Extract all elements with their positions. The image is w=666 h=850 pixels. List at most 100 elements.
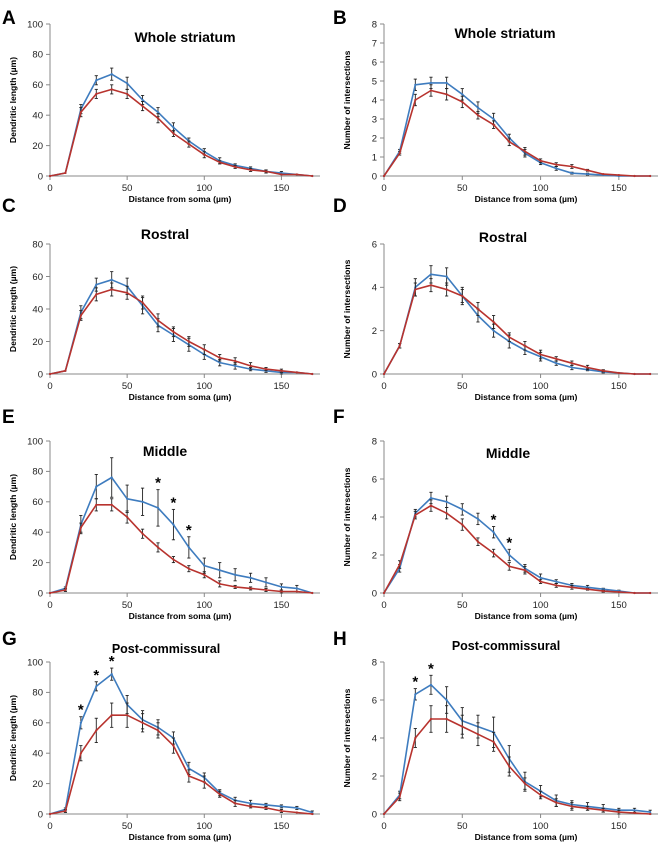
y-tick-label: 2 bbox=[372, 133, 377, 144]
series-blue bbox=[382, 265, 652, 376]
y-tick-label: 0 bbox=[38, 809, 43, 820]
data-point bbox=[311, 591, 314, 595]
data-point bbox=[141, 301, 144, 304]
data-point bbox=[48, 591, 52, 595]
data-point bbox=[79, 111, 82, 114]
data-point bbox=[141, 721, 144, 724]
y-tick-label: 6 bbox=[372, 474, 377, 485]
data-point bbox=[461, 93, 464, 96]
data-point bbox=[311, 811, 314, 814]
y-axis-label: Number of intersections bbox=[342, 467, 352, 566]
series-blue bbox=[382, 76, 652, 178]
data-point bbox=[617, 173, 620, 177]
data-point bbox=[264, 368, 268, 371]
x-axis-label: Distance from soma (µm) bbox=[475, 832, 578, 842]
y-tick-label: 0 bbox=[372, 369, 377, 380]
data-point bbox=[95, 503, 98, 506]
data-point bbox=[187, 774, 190, 778]
data-point bbox=[476, 307, 480, 311]
panel-a: A Whole striatum 0 20 40 60 80 100 0 50 100 150 Dist… bbox=[2, 8, 320, 204]
series-red bbox=[382, 705, 652, 816]
x-tick-label: 0 bbox=[47, 600, 52, 611]
data-point bbox=[461, 100, 464, 103]
data-point bbox=[633, 174, 636, 178]
data-point bbox=[79, 721, 82, 724]
data-point bbox=[476, 517, 480, 521]
data-point bbox=[617, 371, 620, 375]
data-point bbox=[414, 98, 417, 102]
x-tick-label: 50 bbox=[457, 381, 468, 392]
x-axis-label: Distance from soma (µm) bbox=[475, 611, 578, 621]
series-line-red bbox=[383, 718, 651, 815]
x-tick-label: 100 bbox=[533, 381, 549, 392]
data-point bbox=[172, 523, 175, 526]
series-line-red bbox=[49, 714, 313, 815]
chart-title: Rostral bbox=[479, 229, 527, 245]
data-point bbox=[539, 580, 542, 583]
data-point bbox=[48, 812, 52, 816]
series-line-blue bbox=[383, 82, 651, 177]
y-tick-label: 0 bbox=[372, 588, 377, 599]
series-line-red bbox=[383, 89, 651, 177]
y-axis-label: Dendritic length (µm) bbox=[8, 474, 18, 560]
significance-star: * bbox=[109, 653, 115, 670]
data-point bbox=[492, 320, 495, 324]
x-tick-label: 100 bbox=[533, 821, 549, 832]
data-point bbox=[461, 508, 464, 511]
data-point bbox=[64, 588, 67, 592]
data-point bbox=[264, 806, 268, 810]
y-axis-label: Number of intersections bbox=[342, 688, 352, 787]
series-line-blue bbox=[49, 476, 313, 594]
y-tick-label: 3 bbox=[372, 114, 377, 125]
x-axis-label: Distance from soma (µm) bbox=[475, 392, 578, 402]
data-point bbox=[110, 88, 113, 91]
series-red bbox=[382, 499, 652, 595]
data-point bbox=[382, 174, 386, 178]
data-point bbox=[555, 357, 558, 360]
y-tick-label: 0 bbox=[38, 588, 43, 599]
x-tick-label: 100 bbox=[533, 600, 549, 611]
x-tick-label: 50 bbox=[122, 183, 133, 194]
data-point bbox=[79, 314, 82, 317]
series-blue bbox=[48, 271, 314, 376]
data-point bbox=[414, 693, 417, 696]
data-point bbox=[523, 344, 527, 347]
data-point bbox=[187, 567, 190, 570]
data-point bbox=[156, 319, 160, 322]
y-tick-label: 80 bbox=[32, 688, 43, 699]
data-point bbox=[295, 371, 298, 374]
x-tick-label: 150 bbox=[273, 821, 289, 832]
y-tick-label: 0 bbox=[38, 171, 43, 182]
y-tick-label: 20 bbox=[32, 779, 43, 790]
x-tick-label: 100 bbox=[196, 600, 212, 611]
data-point bbox=[141, 98, 144, 102]
significance-star: * bbox=[428, 660, 434, 677]
y-tick-label: 20 bbox=[32, 558, 43, 569]
panel-letter: E bbox=[2, 407, 15, 428]
panel-letter: A bbox=[2, 8, 16, 29]
data-point bbox=[48, 174, 52, 178]
x-tick-label: 100 bbox=[196, 183, 212, 194]
series-line-red bbox=[49, 503, 313, 594]
y-tick-label: 8 bbox=[372, 19, 377, 30]
data-point bbox=[249, 805, 252, 808]
data-point bbox=[508, 565, 511, 568]
panel-h: H Post-commissural 0 2 4 6 8 0 50 100 150 Distance … bbox=[333, 629, 658, 842]
y-tick-label: 4 bbox=[372, 733, 377, 744]
data-point bbox=[523, 782, 527, 785]
x-axis-label: Distance from soma (µm) bbox=[129, 611, 232, 621]
data-point bbox=[461, 725, 464, 728]
x-tick-label: 150 bbox=[611, 183, 627, 194]
y-tick-label: 0 bbox=[372, 809, 377, 820]
y-tick-label: 80 bbox=[32, 467, 43, 478]
data-point bbox=[187, 340, 190, 343]
data-point bbox=[649, 174, 652, 178]
data-point bbox=[570, 172, 573, 175]
data-point bbox=[64, 809, 67, 813]
y-tick-label: 0 bbox=[38, 369, 43, 380]
data-point bbox=[311, 812, 314, 816]
panel-g: G Post-commissural 0 20 40 60 80 100 0 50 100 150 Di… bbox=[2, 629, 320, 842]
data-point bbox=[218, 161, 221, 164]
data-point bbox=[95, 685, 98, 688]
series-blue bbox=[48, 457, 314, 595]
